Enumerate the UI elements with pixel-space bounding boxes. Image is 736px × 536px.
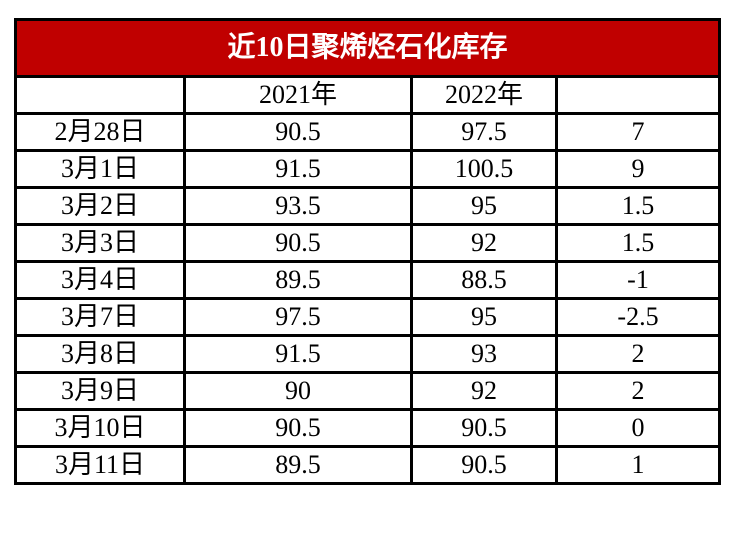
table-row: 2月28日 90.5 97.5 7 [14, 112, 721, 152]
table-row: 3月1日 91.5 100.5 9 [14, 149, 721, 189]
value-cell: 92 [410, 223, 558, 263]
date-cell: 3月3日 [14, 223, 186, 263]
title-row: 近10日聚烯烃石化库存 [14, 18, 721, 78]
table-row: 3月2日 93.5 95 1.5 [14, 186, 721, 226]
header-cell-2022: 2022年 [410, 75, 558, 115]
value-cell: 0 [555, 408, 721, 448]
value-cell: -1 [555, 260, 721, 300]
value-cell: 90 [183, 371, 413, 411]
date-cell: 3月11日 [14, 445, 186, 485]
value-cell: 89.5 [183, 445, 413, 485]
value-cell: 91.5 [183, 334, 413, 374]
value-cell: 93 [410, 334, 558, 374]
value-cell: 9 [555, 149, 721, 189]
value-cell: 100.5 [410, 149, 558, 189]
date-cell: 3月7日 [14, 297, 186, 337]
inventory-table: 近10日聚烯烃石化库存 2021年 2022年 2月28日 90.5 97.5 7 3月… [14, 18, 721, 485]
header-row: 2021年 2022年 [14, 75, 721, 115]
value-cell: 1.5 [555, 186, 721, 226]
value-cell: 90.5 [410, 408, 558, 448]
value-cell: 2 [555, 334, 721, 374]
table-row: 3月10日 90.5 90.5 0 [14, 408, 721, 448]
value-cell: 88.5 [410, 260, 558, 300]
value-cell: 97.5 [183, 297, 413, 337]
header-cell-2021: 2021年 [183, 75, 413, 115]
table-row: 3月8日 91.5 93 2 [14, 334, 721, 374]
table-row: 3月3日 90.5 92 1.5 [14, 223, 721, 263]
table-row: 3月7日 97.5 95 -2.5 [14, 297, 721, 337]
value-cell: 90.5 [183, 408, 413, 448]
table-row: 3月4日 89.5 88.5 -1 [14, 260, 721, 300]
table-row: 3月11日 89.5 90.5 1 [14, 445, 721, 485]
value-cell: 90.5 [410, 445, 558, 485]
value-cell: 89.5 [183, 260, 413, 300]
value-cell: 91.5 [183, 149, 413, 189]
date-cell: 3月2日 [14, 186, 186, 226]
date-cell: 3月9日 [14, 371, 186, 411]
value-cell: 95 [410, 186, 558, 226]
value-cell: 97.5 [410, 112, 558, 152]
table-title: 近10日聚烯烃石化库存 [14, 18, 721, 78]
date-cell: 3月8日 [14, 334, 186, 374]
value-cell: 1.5 [555, 223, 721, 263]
value-cell: 95 [410, 297, 558, 337]
value-cell: 90.5 [183, 223, 413, 263]
date-cell: 3月4日 [14, 260, 186, 300]
header-cell-date [14, 75, 186, 115]
value-cell: 7 [555, 112, 721, 152]
date-cell: 3月1日 [14, 149, 186, 189]
value-cell: 2 [555, 371, 721, 411]
date-cell: 3月10日 [14, 408, 186, 448]
value-cell: 93.5 [183, 186, 413, 226]
value-cell: -2.5 [555, 297, 721, 337]
date-cell: 2月28日 [14, 112, 186, 152]
value-cell: 92 [410, 371, 558, 411]
header-cell-diff [555, 75, 721, 115]
table-body: 2月28日 90.5 97.5 7 3月1日 91.5 100.5 9 3月2日 93.5 95 1.… [14, 112, 721, 485]
value-cell: 1 [555, 445, 721, 485]
value-cell: 90.5 [183, 112, 413, 152]
table-row: 3月9日 90 92 2 [14, 371, 721, 411]
